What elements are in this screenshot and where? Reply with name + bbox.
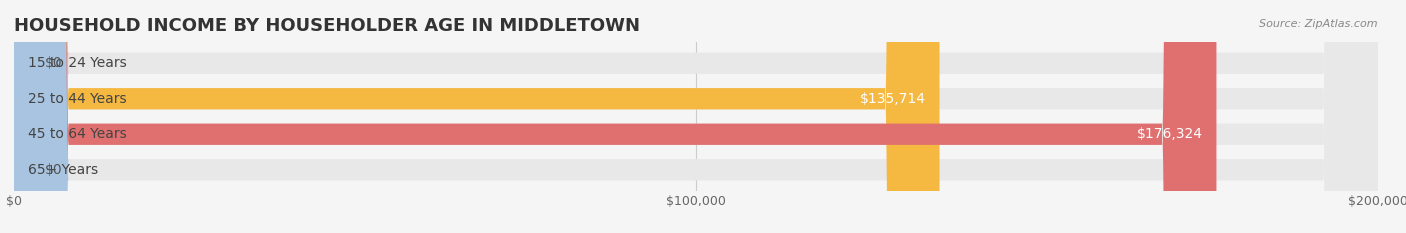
Text: HOUSEHOLD INCOME BY HOUSEHOLDER AGE IN MIDDLETOWN: HOUSEHOLD INCOME BY HOUSEHOLDER AGE IN M…	[14, 17, 640, 35]
FancyBboxPatch shape	[14, 0, 1378, 233]
Text: $135,714: $135,714	[860, 92, 927, 106]
FancyBboxPatch shape	[0, 0, 69, 233]
Text: $0: $0	[45, 56, 62, 70]
Text: Source: ZipAtlas.com: Source: ZipAtlas.com	[1260, 19, 1378, 29]
FancyBboxPatch shape	[0, 0, 69, 233]
FancyBboxPatch shape	[14, 0, 1378, 233]
Text: 45 to 64 Years: 45 to 64 Years	[28, 127, 127, 141]
FancyBboxPatch shape	[14, 0, 1216, 233]
Text: $176,324: $176,324	[1137, 127, 1202, 141]
Text: 65+ Years: 65+ Years	[28, 163, 98, 177]
FancyBboxPatch shape	[14, 0, 1378, 233]
Text: 25 to 44 Years: 25 to 44 Years	[28, 92, 127, 106]
Text: $0: $0	[45, 163, 62, 177]
Text: 15 to 24 Years: 15 to 24 Years	[28, 56, 127, 70]
FancyBboxPatch shape	[14, 0, 939, 233]
FancyBboxPatch shape	[14, 0, 1378, 233]
